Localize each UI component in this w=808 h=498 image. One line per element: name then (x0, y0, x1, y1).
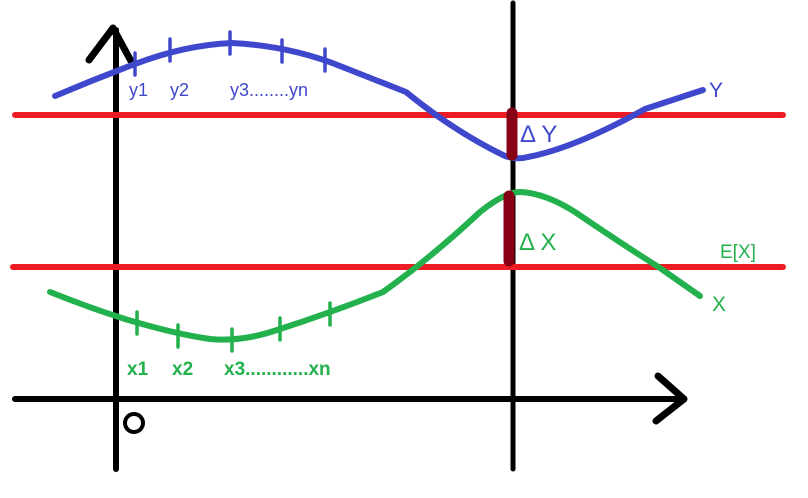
x-axis (12, 372, 688, 425)
x-curve-group (47, 189, 703, 353)
delta-x-label: Δ X (519, 229, 556, 256)
y-curve-end-label: Y (709, 79, 723, 102)
x-curve (47, 189, 703, 343)
expectation-x-label: E[X] (720, 242, 756, 263)
y-axis (85, 24, 135, 472)
x-sample-label-2: x2 (172, 359, 193, 380)
y-sample-label-2: y2 (170, 80, 189, 100)
origin-marker-icon (123, 412, 145, 434)
x-curve-end-label: X (712, 293, 726, 316)
y-sample-label-1: y1 (129, 80, 148, 100)
expectation-lines (10, 112, 786, 270)
delta-y-label: Δ Y (520, 121, 557, 148)
origin-group (123, 412, 145, 434)
x-axis-arrow-icon (652, 372, 688, 425)
x-sample-label-1: x1 (127, 359, 149, 380)
delta-bars (503, 107, 518, 267)
y-sample-label-rest: y3........yn (230, 80, 308, 100)
y-curve (52, 40, 706, 162)
y-axis-arrow-icon (85, 24, 135, 65)
y-curve-group (52, 30, 706, 162)
x-sample-label-rest: x3............xn (224, 359, 331, 380)
